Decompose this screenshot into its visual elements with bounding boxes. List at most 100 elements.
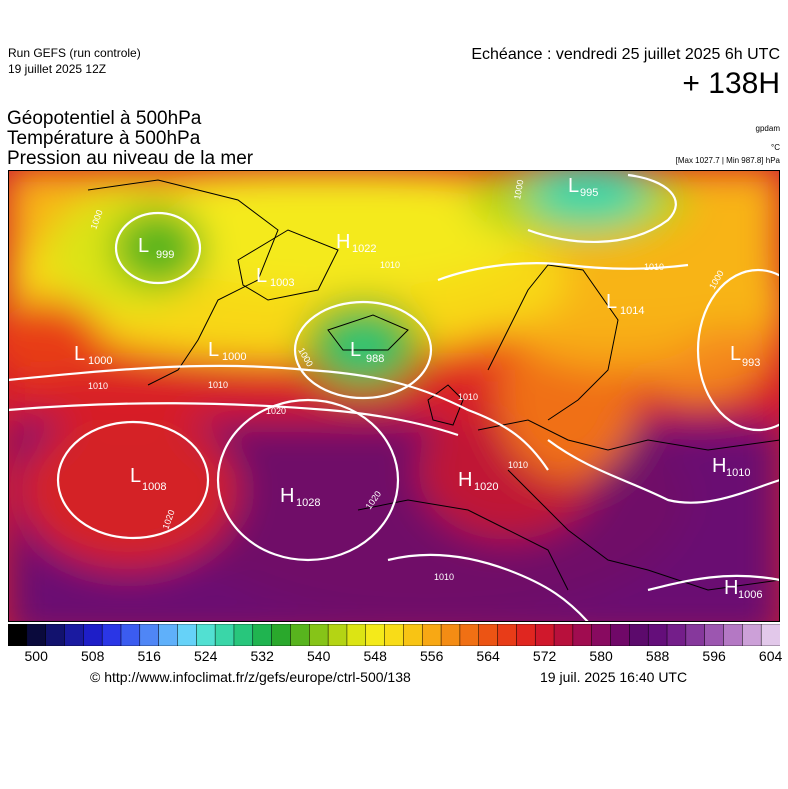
colorbar-swatch <box>214 624 235 646</box>
pressure-centre-value: 993 <box>742 357 760 369</box>
pressure-centre-value: 1028 <box>296 497 320 509</box>
colorbar-swatch <box>26 624 47 646</box>
colorbar-swatch <box>440 624 461 646</box>
geopotential-field <box>8 170 780 622</box>
weather-map: L 999 L 995 H 1022 L 1003 L 1014 L 1000 … <box>8 170 780 622</box>
colorbar-tick-label: 596 <box>702 648 726 664</box>
pressure-centre-value: 1006 <box>738 589 762 601</box>
colorbar-swatch <box>591 624 612 646</box>
colorbar-swatch <box>421 624 442 646</box>
coastlines <box>87 179 780 591</box>
colorbar-tick-label: 540 <box>307 648 331 664</box>
field-pressure: Pression au niveau de la mer <box>7 148 254 169</box>
pressure-centre-value: 1022 <box>352 243 376 255</box>
pressure-centre-marker: L <box>138 235 149 257</box>
pressure-centre-marker: H <box>336 231 350 253</box>
colorbar-swatch <box>45 624 66 646</box>
colorbar-swatch <box>177 624 197 646</box>
colorbar-tick-label: 500 <box>24 648 48 664</box>
colorbar-swatch <box>64 624 84 646</box>
pressure-range: [Max 1027.7 | Min 987.8] hPa <box>675 156 780 165</box>
colorbar <box>8 624 780 646</box>
colorbar-swatch <box>196 624 216 646</box>
colorbar-swatch <box>572 624 593 646</box>
pressure-centre-value: 1003 <box>270 277 294 289</box>
colorbar-swatch <box>666 624 687 646</box>
pressure-centre-marker: L <box>730 343 741 365</box>
colorbar-swatch <box>309 624 329 646</box>
pressure-centre-value: 999 <box>156 249 174 261</box>
isobar-value: 1010 <box>380 260 400 270</box>
pressure-centre-marker: L <box>568 175 579 197</box>
unit-geopotential: gpdam <box>755 124 780 133</box>
colorbar-swatch <box>497 624 517 646</box>
colorbar-tick-label: 548 <box>363 648 387 664</box>
colorbar-tick-label: 564 <box>476 648 500 664</box>
colorbar-swatch <box>139 624 160 646</box>
pressure-centre-marker: L <box>130 465 141 487</box>
pressure-centre-value: 995 <box>580 187 598 199</box>
colorbar-tick-label: 532 <box>250 648 274 664</box>
colorbar-swatch <box>290 624 310 646</box>
pressure-centre-value: 1014 <box>620 305 644 317</box>
colorbar-swatch <box>403 624 423 646</box>
colorbar-swatch <box>704 624 725 646</box>
isobar-value: 1000 <box>512 179 525 200</box>
pressure-centre-marker: H <box>280 485 294 507</box>
field-temperature: Température à 500hPa <box>7 128 201 149</box>
pressure-centre-value: 1000 <box>222 351 246 363</box>
pressure-centre-value: 1010 <box>726 467 750 479</box>
valid-time: Echéance : vendredi 25 juillet 2025 6h U… <box>471 46 780 63</box>
colorbar-tick-label: 580 <box>589 648 613 664</box>
pressure-centre-marker: L <box>256 265 267 287</box>
source-credit[interactable]: © http://www.infoclimat.fr/z/gefs/europe… <box>90 669 411 685</box>
pressure-centre-value: 1020 <box>474 481 498 493</box>
colorbar-swatch <box>647 624 668 646</box>
isobars <box>8 173 780 622</box>
pressure-centre-marker: L <box>350 339 361 361</box>
pressure-centres: L 999 L 995 H 1022 L 1003 L 1014 L 1000 … <box>74 175 762 601</box>
colorbar-swatch <box>459 624 480 646</box>
colorbar-tick-labels: 500 508 516 524 532 540 548 556 564 572 580 588 596 6… <box>8 648 783 666</box>
colorbar-swatch <box>478 624 499 646</box>
colorbar-tick-label: 516 <box>137 648 161 664</box>
colorbar-swatch <box>534 624 555 646</box>
colorbar-swatch <box>327 624 348 646</box>
colorbar-swatch <box>384 624 404 646</box>
colorbar-swatch <box>553 624 574 646</box>
field-geopotential: Géopotentiel à 500hPa <box>7 108 202 129</box>
pressure-centre-marker: H <box>458 469 472 491</box>
colorbar-swatch <box>365 624 386 646</box>
colorbar-tick-label: 604 <box>758 648 783 664</box>
pressure-centre-marker: H <box>724 577 738 599</box>
colorbar-swatch <box>610 624 630 646</box>
pressure-centre-marker: H <box>712 455 726 477</box>
colorbar-swatch <box>120 624 141 646</box>
colorbar-swatch <box>83 624 103 646</box>
colorbar-tick-label: 572 <box>532 648 557 664</box>
colorbar-tick-label: 508 <box>81 648 105 664</box>
lead-time: + 138H <box>682 67 780 100</box>
colorbar-swatch <box>101 624 122 646</box>
colorbar-tick-label: 556 <box>420 648 444 664</box>
pressure-centre-value: 988 <box>366 353 384 365</box>
colorbar-swatch <box>723 624 743 646</box>
unit-temperature: °C <box>771 143 780 152</box>
colorbar-swatch <box>516 624 536 646</box>
colorbar-swatch <box>271 624 291 646</box>
colorbar-swatch <box>158 624 179 646</box>
colorbar-swatch <box>629 624 649 646</box>
pressure-centre-value: 1000 <box>88 355 112 367</box>
generated-time: 19 juil. 2025 16:40 UTC <box>540 669 688 685</box>
isobar-value: 1010 <box>434 572 454 582</box>
run-date: 19 juillet 2025 12Z <box>8 62 107 76</box>
isobar-value: 1010 <box>458 392 478 402</box>
isobar-value: 1010 <box>644 262 664 272</box>
colorbar-swatch <box>252 624 273 646</box>
isobar-value: 1020 <box>266 406 286 416</box>
run-title: Run GEFS (run controle) <box>8 46 141 60</box>
pressure-centre-marker: L <box>606 291 617 313</box>
colorbar-tick-label: 524 <box>194 648 218 664</box>
pressure-centre-value: 1008 <box>142 481 166 493</box>
isobar-value: 1010 <box>208 380 228 390</box>
